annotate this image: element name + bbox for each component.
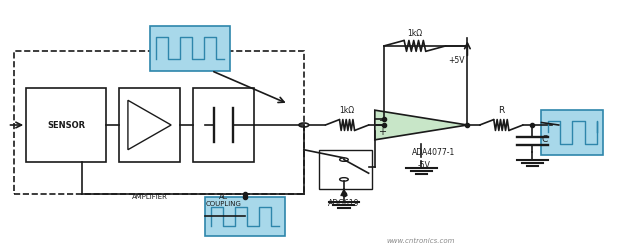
FancyBboxPatch shape <box>118 88 180 162</box>
Text: AMPLIFIER: AMPLIFIER <box>131 194 167 200</box>
Text: 1kΩ: 1kΩ <box>407 30 422 38</box>
FancyBboxPatch shape <box>541 110 603 155</box>
Text: www.cntronics.com: www.cntronics.com <box>387 238 455 244</box>
FancyBboxPatch shape <box>319 150 372 189</box>
FancyBboxPatch shape <box>26 88 106 162</box>
FancyBboxPatch shape <box>205 197 285 236</box>
Text: $-$: $-$ <box>378 114 387 124</box>
Text: $+$: $+$ <box>378 126 387 137</box>
Polygon shape <box>128 100 171 150</box>
Text: C: C <box>541 135 547 144</box>
Polygon shape <box>375 110 467 140</box>
Text: R: R <box>498 106 505 115</box>
Text: -5V: -5V <box>418 161 431 170</box>
FancyBboxPatch shape <box>149 26 230 70</box>
Text: AC
COUPLING: AC COUPLING <box>206 194 242 207</box>
Text: SENSOR: SENSOR <box>47 120 86 130</box>
Text: ADG619: ADG619 <box>328 199 360 208</box>
FancyBboxPatch shape <box>193 88 254 162</box>
Text: 1kΩ: 1kΩ <box>340 106 355 115</box>
Text: ADA4077-1: ADA4077-1 <box>412 148 455 158</box>
Text: +5V: +5V <box>448 56 464 65</box>
